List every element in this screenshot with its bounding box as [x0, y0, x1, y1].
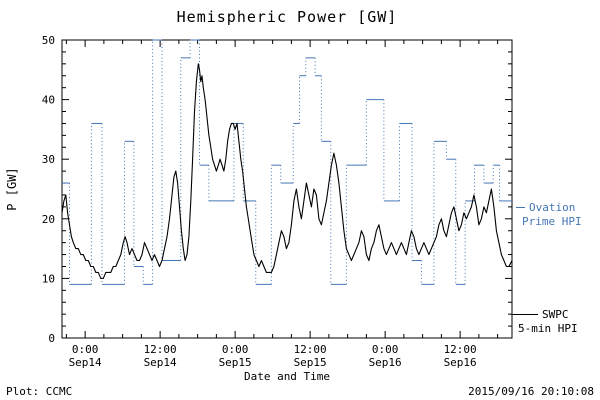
y-tick-label: 20 [42, 213, 55, 226]
x-tick-label-time: 0:00 [72, 343, 99, 356]
x-tick-label-time: 12:00 [294, 343, 327, 356]
swpc-line-series [61, 63, 513, 279]
x-tick-label-time: 0:00 [222, 343, 249, 356]
legend-ovation-line1: Ovation [516, 201, 600, 215]
x-tick-label-date: Sep14 [144, 356, 177, 369]
x-tick-label-time: 12:00 [144, 343, 177, 356]
swpc-legend-line-icon [512, 313, 538, 315]
legend-ovation-label2: Prime HPI [522, 215, 582, 228]
x-tick-label-date: Sep16 [369, 356, 402, 369]
legend-ovation-label1: Ovation [529, 201, 576, 214]
legend-swpc-label1: SWPC [542, 308, 569, 321]
y-tick-label: 40 [42, 94, 55, 107]
x-tick-label-date: Sep16 [444, 356, 477, 369]
plot-source-label: Plot: CCMC [6, 385, 73, 398]
x-tick-label-time: 12:00 [444, 343, 477, 356]
x-tick-label-date: Sep14 [69, 356, 102, 369]
legend-swpc-label2: 5-min HPI [518, 322, 578, 335]
plot-timestamp: 2015/09/16 20:10:08 [468, 385, 594, 398]
legend-swpc-line1: SWPC [512, 308, 600, 322]
y-tick-label: 10 [42, 272, 55, 285]
plot-box [61, 39, 513, 339]
y-tick-label: 0 [48, 332, 55, 345]
legend-ovation: Ovation Prime HPI [516, 201, 600, 229]
x-tick-label-date: Sep15 [219, 356, 252, 369]
x-tick-label-date: Sep15 [294, 356, 327, 369]
x-axis-label: Date and Time [243, 370, 331, 383]
y-axis-label: P [GW] [5, 167, 19, 211]
legend-swpc: SWPC 5-min HPI [512, 308, 600, 336]
x-tick-label-time: 0:00 [372, 343, 399, 356]
ovation-legend-line-icon [516, 206, 525, 208]
y-tick-label: 50 [42, 34, 55, 47]
plot-title: Hemispheric Power [GW] [176, 8, 398, 26]
y-tick-label: 30 [42, 153, 55, 166]
